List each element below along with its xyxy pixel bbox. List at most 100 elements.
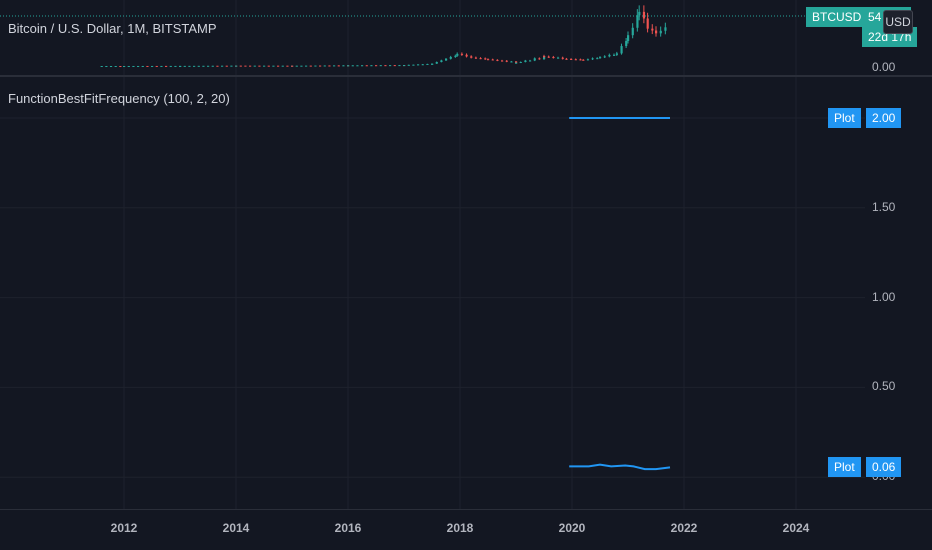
candle (272, 65, 275, 67)
candle (370, 65, 373, 67)
candle (337, 65, 340, 67)
candle (421, 64, 424, 66)
candle (193, 65, 196, 67)
candle (591, 58, 594, 60)
candle (137, 65, 140, 67)
candle (599, 57, 602, 59)
candle (230, 65, 233, 67)
plot-value-tag: 2.00 (866, 108, 902, 128)
candle (174, 65, 177, 67)
candle (664, 27, 667, 31)
x-tick-label: 2020 (558, 521, 586, 535)
candle (263, 65, 266, 67)
candle (579, 59, 582, 61)
candle (389, 65, 392, 67)
currency-button[interactable]: USD (883, 10, 913, 34)
candle (543, 56, 546, 60)
candle (286, 65, 289, 67)
currency-button-label: USD (885, 15, 911, 29)
candle (538, 58, 541, 60)
candle (561, 57, 564, 59)
indicator-pane[interactable]: FunctionBestFitFrequency (100, 2, 20) (0, 77, 865, 509)
candle (608, 54, 611, 57)
candle (197, 65, 200, 67)
candle (165, 65, 168, 67)
candle (613, 54, 616, 56)
candle (151, 65, 154, 67)
indicator-title[interactable]: FunctionBestFitFrequency (100, 2, 20) (8, 91, 230, 106)
time-axis-separator (0, 509, 932, 510)
candle (625, 40, 628, 47)
candle (431, 63, 434, 65)
candle (207, 65, 210, 67)
main-chart-svg (0, 0, 865, 76)
candle (305, 65, 308, 67)
pane-separator[interactable] (0, 75, 932, 77)
candle (565, 58, 568, 60)
indicator-price-axis[interactable]: 2.001.501.000.500.00 (865, 77, 932, 509)
candle (221, 65, 224, 67)
candle (295, 65, 298, 67)
candle (519, 61, 522, 63)
candle (484, 58, 487, 60)
symbol-title[interactable]: Bitcoin / U.S. Dollar, 1M, BITSTAMP (8, 21, 217, 36)
candle (440, 60, 443, 63)
candle (524, 60, 527, 62)
candle (132, 65, 135, 67)
candle (417, 64, 420, 66)
candle (277, 65, 280, 67)
candle (631, 27, 634, 36)
candle (333, 65, 336, 67)
candle (114, 65, 117, 67)
candle (169, 65, 172, 67)
candle (379, 65, 382, 67)
candle (533, 58, 536, 61)
candle (267, 65, 270, 67)
candle (211, 65, 214, 67)
candle (596, 58, 599, 60)
candle (505, 60, 508, 62)
main-pane[interactable]: Bitcoin / U.S. Dollar, 1M, BITSTAMP (0, 0, 865, 76)
candle (454, 55, 457, 57)
candle (403, 65, 406, 67)
candle (105, 65, 108, 67)
candle (146, 65, 149, 67)
candle (183, 65, 186, 67)
candle (426, 63, 429, 65)
time-axis[interactable]: 2012 2014 2016 2018 2020 2022 2024 (0, 510, 865, 550)
main-axis-value: 0.00 (872, 60, 896, 74)
candle (574, 59, 577, 61)
candle (586, 59, 590, 61)
y-tick-label: 0.50 (872, 379, 896, 394)
candle (474, 57, 478, 59)
plot-value-tag: 0.06 (866, 457, 902, 478)
candle (435, 62, 438, 64)
x-tick-label: 2012 (110, 521, 138, 535)
candle (627, 35, 630, 41)
candle (127, 65, 130, 67)
candle (300, 65, 303, 67)
candle (123, 65, 126, 67)
candle (651, 28, 654, 31)
main-price-axis[interactable]: 0.00 (865, 0, 932, 76)
candle (179, 65, 182, 67)
candle (314, 65, 317, 67)
candle (655, 30, 658, 34)
candle (465, 54, 468, 57)
candle (659, 30, 662, 34)
candle (319, 65, 322, 67)
candle (239, 65, 242, 67)
candle (570, 59, 573, 60)
candle (309, 65, 312, 67)
candle (384, 65, 387, 67)
candle (258, 65, 261, 67)
y-tick-label: 1.50 (872, 199, 896, 214)
candle (100, 65, 103, 67)
candle (642, 11, 646, 19)
candle (646, 18, 649, 29)
candle (515, 62, 518, 64)
candle (582, 59, 585, 61)
x-tick-label: 2024 (782, 521, 810, 535)
plot-line (569, 463, 671, 471)
candle (202, 65, 205, 67)
